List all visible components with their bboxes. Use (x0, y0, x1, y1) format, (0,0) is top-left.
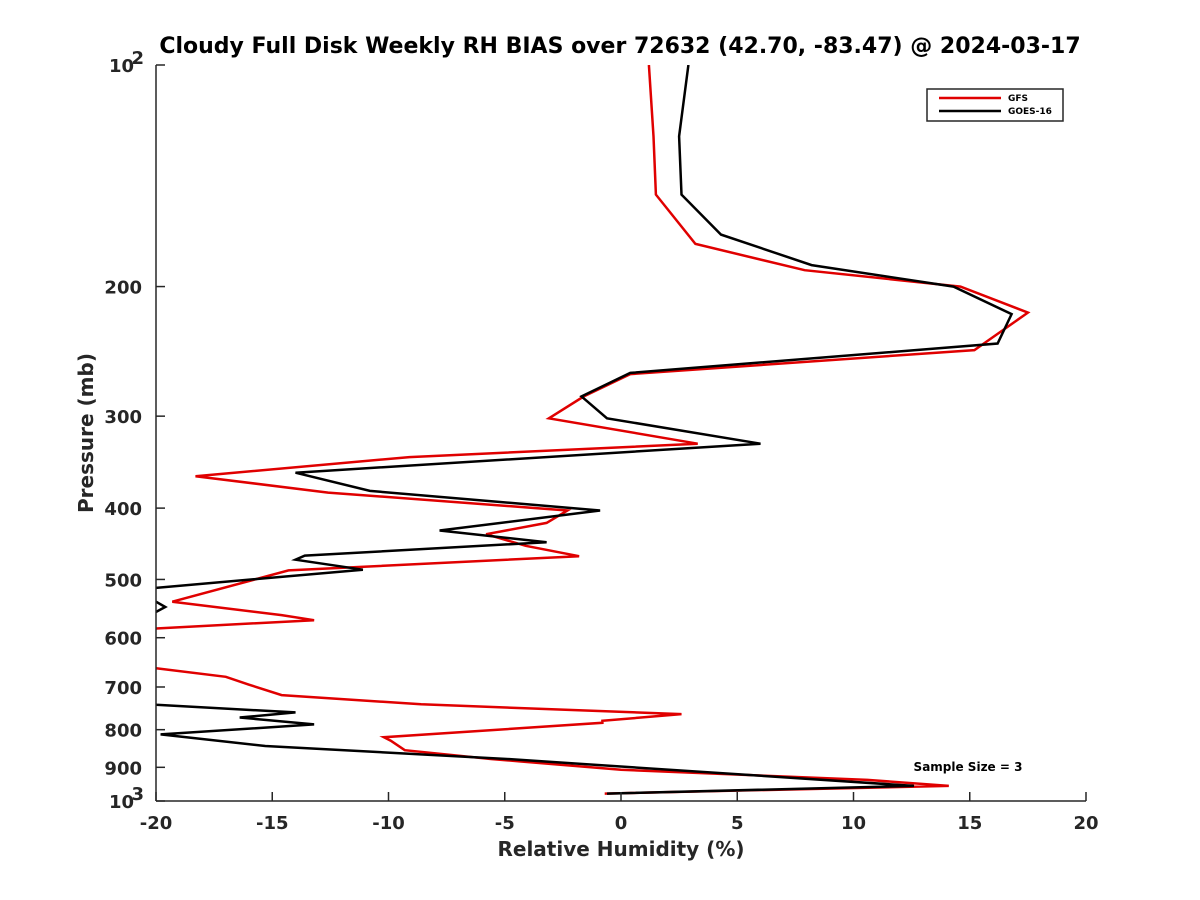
legend-box (926, 88, 1064, 122)
y-tick-label: 10 (109, 56, 134, 77)
x-tick-label: 5 (731, 813, 744, 834)
chart-title: Cloudy Full Disk Weekly RH BIAS over 726… (159, 34, 1080, 59)
sample-size-annotation: Sample Size = 3 (914, 760, 1023, 774)
series-line-goes16 (156, 65, 1014, 795)
y-tick-label: 300 (104, 407, 142, 428)
y-tick-label-exponent: 2 (131, 48, 144, 69)
y-tick-label: 500 (104, 570, 142, 591)
y-tick-label: 400 (104, 499, 142, 520)
x-tick-label: -10 (372, 813, 405, 834)
x-tick-label: -5 (495, 813, 515, 834)
y-tick-label: 10 (109, 792, 134, 813)
y-tick-label: 900 (104, 758, 142, 779)
x-axis-label: Relative Humidity (%) (497, 837, 744, 861)
y-tick-label-exponent: 3 (131, 784, 144, 805)
x-tick-label: 10 (841, 813, 866, 834)
y-tick-label: 600 (104, 629, 142, 650)
y-tick-label: 700 (104, 678, 142, 699)
y-tick-label: 800 (104, 721, 142, 742)
series-line-gfs (156, 65, 1031, 795)
x-tick-label: 20 (1073, 813, 1098, 834)
y-axis-label: Pressure (mb) (74, 353, 98, 513)
series-layer (156, 65, 1031, 795)
x-tick-label: -20 (140, 813, 173, 834)
legend-label-gfs: GFS (1008, 94, 1028, 104)
x-tick-label: 15 (957, 813, 982, 834)
x-tick-label: 0 (615, 813, 628, 834)
y-tick-label: 200 (104, 278, 142, 299)
legend: GFS GOES-16 (926, 88, 1064, 122)
axes: -20 -15 -10 -5 0 5 10 15 20102200300400500600700… (104, 48, 1098, 834)
x-tick-label: -15 (256, 813, 289, 834)
legend-label-goes16: GOES-16 (1008, 107, 1052, 117)
